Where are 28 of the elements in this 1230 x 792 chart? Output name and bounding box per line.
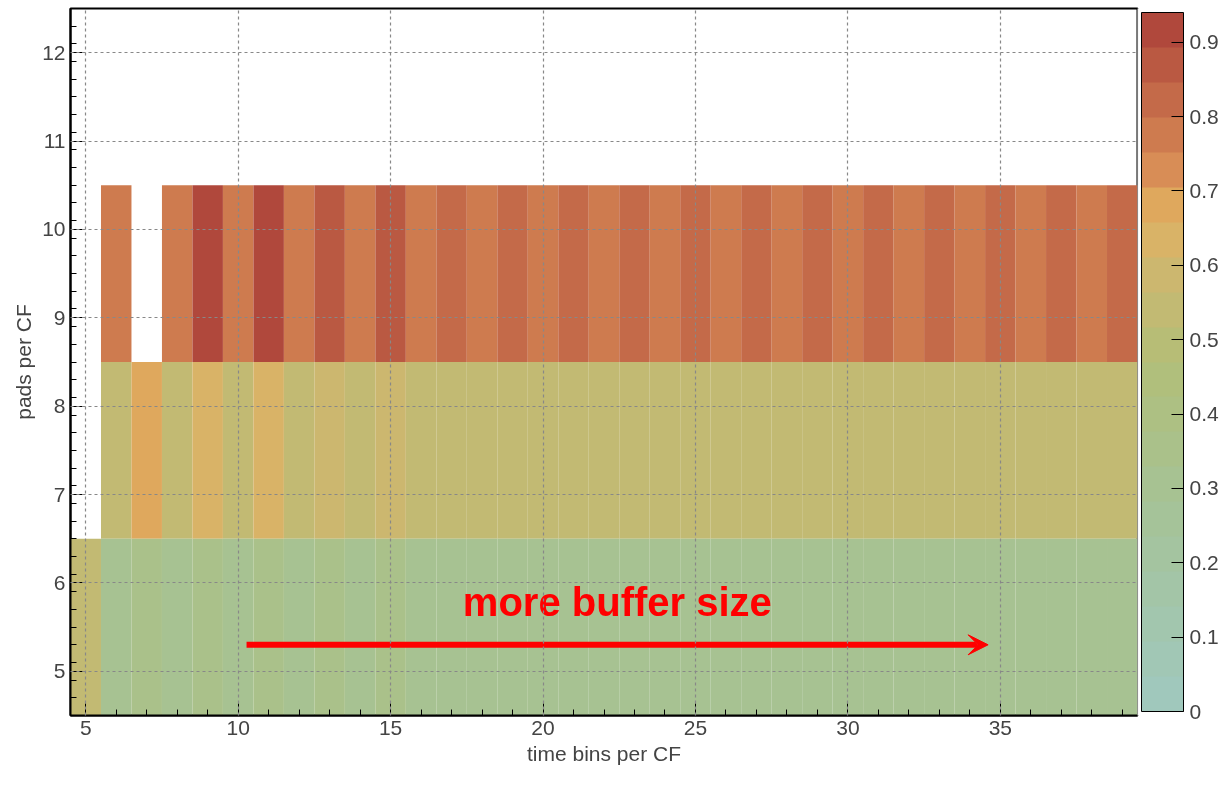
x-tick-label: 30 [836,715,860,739]
color-bar-label: 0.7 [1189,178,1219,202]
color-bar-label: 0.5 [1189,327,1219,351]
color-bar-label: 0.4 [1189,402,1220,426]
x-tick-label: 10 [226,715,250,739]
color-bar-label: 0.8 [1189,104,1219,128]
y-tick-label: 5 [53,659,66,683]
x-tick-label: 35 [988,715,1012,739]
y-tick-label: 10 [42,217,66,241]
x-axis-title: time bins per CF [526,741,682,765]
x-tick-label: 20 [531,715,555,739]
y-tick-label: 9 [53,305,66,329]
y-tick-label: 12 [42,40,66,64]
color-bar-label: 0.6 [1189,253,1219,277]
y-tick-label: 7 [53,482,66,506]
color-bar-label: 0.1 [1189,625,1219,649]
y-axis-title: pads per CF [12,304,36,420]
y-tick-label: 8 [53,394,66,418]
y-tick-label: 11 [43,129,66,153]
color-bar-label: 0.9 [1189,30,1219,54]
color-bar-label: 0.2 [1189,550,1219,574]
color-bar-label: 0.3 [1189,476,1219,500]
annotation: more buffer size [462,579,772,624]
x-tick-label: 25 [683,715,708,739]
x-tick-label: 5 [79,715,92,739]
y-tick-label: 6 [53,570,66,594]
color-bar-label: 0 [1189,699,1202,723]
x-tick-label: 15 [378,715,403,739]
